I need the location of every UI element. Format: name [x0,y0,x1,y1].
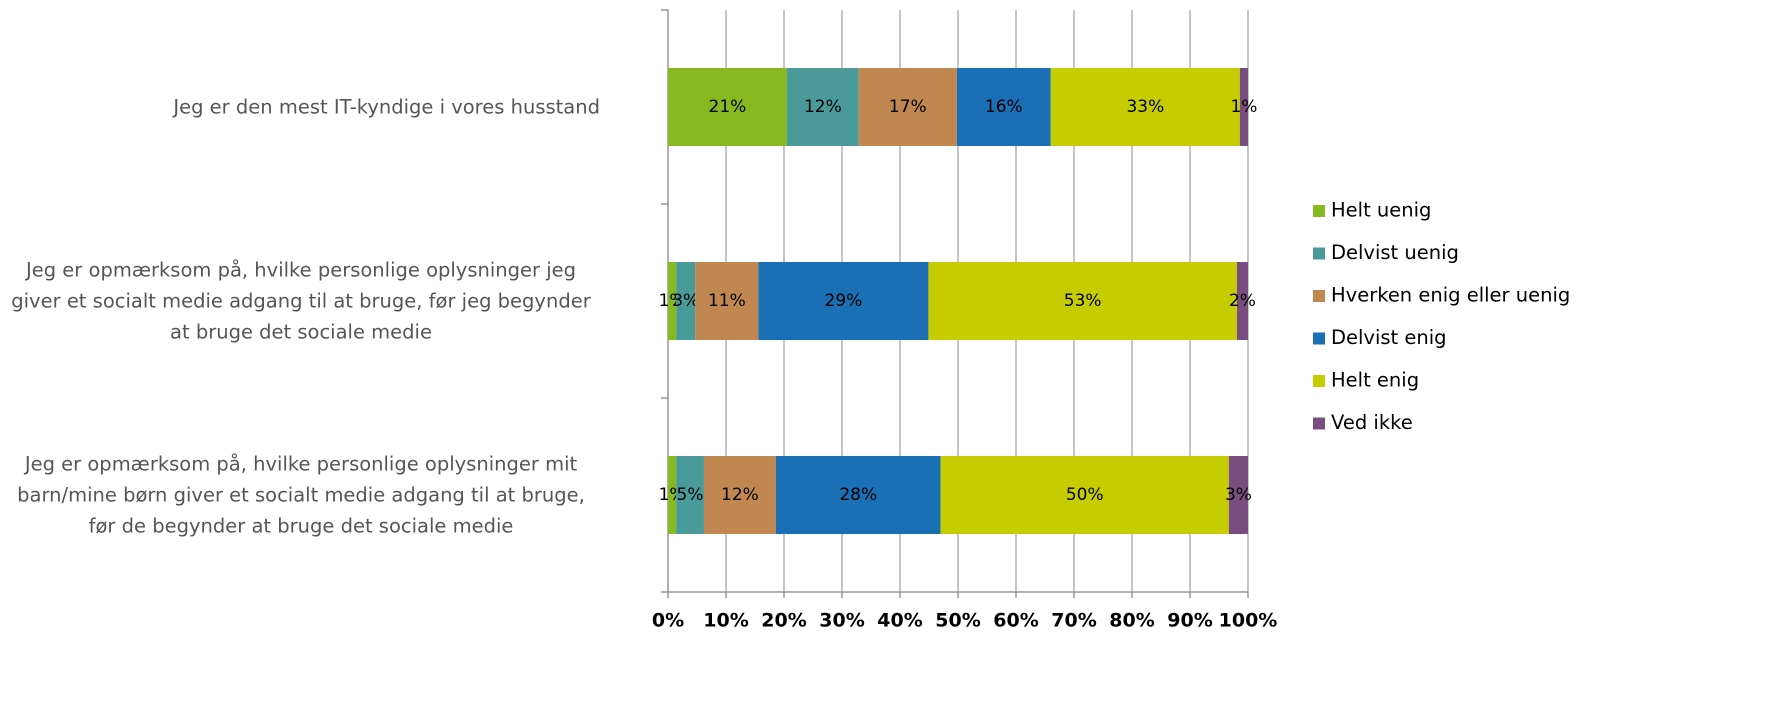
bar-segment [928,262,1237,340]
bar-segment [668,456,677,534]
data-label: 33% [1126,97,1164,117]
category-label: Jeg er opmærksom på, hvilke personlige o… [0,449,600,542]
legend-label: Delvist enig [1331,326,1447,349]
x-tick-label: 50% [935,610,980,632]
legend-label: Hverken enig eller uenig [1331,284,1570,307]
data-label: 12% [804,97,842,117]
legend-swatch [1313,247,1325,260]
category-label: Jeg er opmærksom på, hvilke personlige o… [0,255,600,348]
x-tick-label: 0% [652,610,684,632]
x-tick-label: 80% [1109,610,1154,632]
legend-label: Helt uenig [1331,199,1431,222]
data-label: 29% [825,291,863,311]
data-label: 53% [1064,291,1102,311]
data-label: 5% [677,485,704,505]
data-label: 11% [708,291,746,311]
data-label: 28% [839,485,877,505]
data-label: 3% [672,291,699,311]
x-tick-label: 60% [993,610,1038,632]
bar-segment [786,68,859,146]
category-text: Jeg er opmærksom på, hvilke personlige o… [11,258,591,344]
bar-segment [956,68,1051,146]
bar-segment [1050,68,1240,146]
category-text: Jeg er den mest IT-kyndige i vores husst… [173,95,600,119]
data-label: 21% [709,97,747,117]
bar-segment [775,456,941,534]
bar-segment [676,262,696,340]
bar-segment [668,68,787,146]
x-tick-label: 100% [1219,610,1278,632]
x-tick-label: 10% [703,610,748,632]
legend-swatch [1313,290,1325,302]
legend-label: Ved ikke [1331,411,1413,434]
bar-segment [1228,456,1248,534]
x-tick-label: 70% [1051,610,1096,632]
data-label: 3% [1225,485,1252,505]
bar-segment [1236,262,1248,340]
legend-swatch [1313,375,1325,387]
legend-label: Helt enig [1331,369,1419,392]
legend-swatch [1313,417,1325,430]
x-tick-label: 40% [877,610,922,632]
x-tick-label: 20% [761,610,806,632]
legend-swatch [1313,205,1325,217]
x-tick-label: 30% [819,610,864,632]
category-text: Jeg er opmærksom på, hvilke personlige o… [17,452,585,538]
bar-segment [695,262,759,340]
data-label: 17% [889,97,927,117]
bar-segment [858,68,957,146]
data-label: 16% [985,97,1023,117]
bar-segment [668,262,677,340]
legend-label: Delvist uenig [1331,241,1459,264]
bar-segment [758,262,929,340]
category-label: Jeg er den mest IT-kyndige i vores husst… [0,92,600,123]
bar-segment [703,456,776,534]
bar-segment [1239,68,1248,146]
legend-swatch [1313,332,1325,345]
data-label: 1% [1230,97,1257,117]
data-label: 2% [1229,291,1256,311]
bar-segment [676,456,704,534]
data-label: 12% [721,485,759,505]
x-tick-label: 90% [1167,610,1212,632]
data-label: 50% [1066,485,1104,505]
bar-segment [940,456,1229,534]
